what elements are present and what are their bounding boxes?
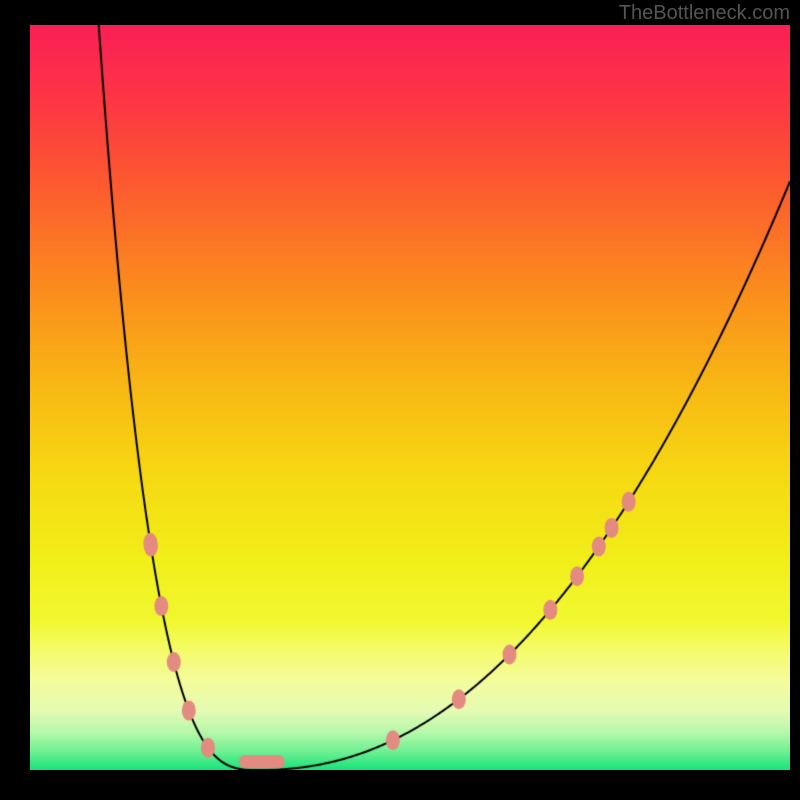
chart-plot-area [30,25,790,770]
outer-frame: TheBottleneck.com [0,0,800,800]
chart-canvas [30,25,790,770]
watermark-label: TheBottleneck.com [619,2,790,25]
